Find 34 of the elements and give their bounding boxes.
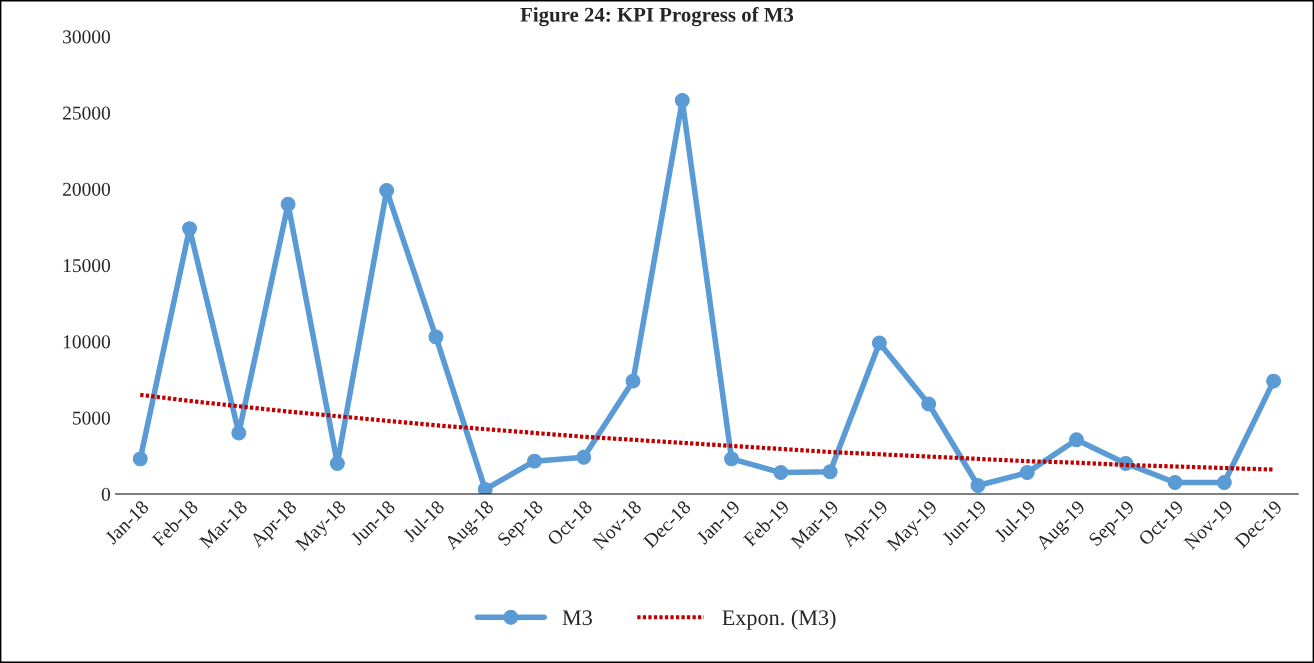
- point: [1069, 432, 1084, 448]
- point: [822, 464, 838, 480]
- y-tick-label: 15000: [63, 259, 111, 273]
- point: [379, 183, 395, 198]
- chart-title: Figure 24: KPI Progress of M3: [520, 6, 794, 27]
- point: [1019, 465, 1035, 481]
- point: [329, 455, 345, 471]
- point: [428, 329, 444, 345]
- point: [674, 93, 690, 108]
- point: [921, 396, 937, 412]
- point: [182, 221, 198, 237]
- point: [280, 196, 296, 212]
- point: [477, 481, 493, 494]
- point: [576, 449, 592, 465]
- point: [231, 425, 247, 441]
- point: [871, 335, 887, 351]
- point: [527, 453, 542, 469]
- line-series: [138, 392, 1276, 472]
- y-tick-label: 10000: [63, 335, 111, 349]
- legend-label: M3: [562, 610, 592, 626]
- point: [1216, 475, 1232, 490]
- point: [970, 478, 986, 494]
- point: [773, 465, 789, 481]
- point: [1266, 373, 1282, 389]
- point: [625, 373, 641, 389]
- y-tick-label: 30000: [63, 30, 111, 44]
- point: [724, 451, 740, 467]
- legend-label: Expon. (M3): [722, 609, 836, 630]
- point: [132, 451, 148, 467]
- point: [1167, 475, 1183, 490]
- y-tick-label: 20000: [63, 182, 111, 196]
- y-tick-label: 25000: [63, 106, 111, 120]
- y-tick-label: 0: [101, 487, 111, 501]
- y-tick-label: 5000: [73, 411, 111, 425]
